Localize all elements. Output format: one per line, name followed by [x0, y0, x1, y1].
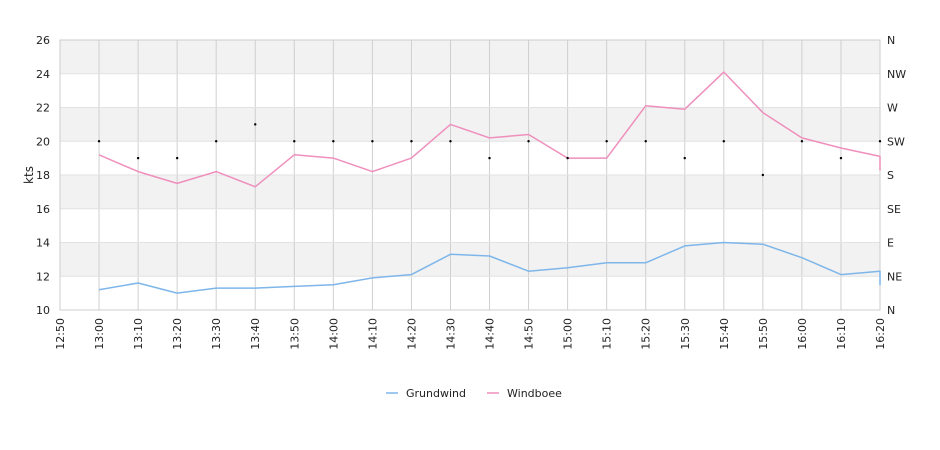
x-tick-label: 14:30 [444, 318, 457, 350]
plot-band [60, 141, 880, 175]
y2-tick-label: SW [887, 135, 905, 148]
legend: Grundwind Windboee [386, 387, 562, 400]
y2-tick-label: N [887, 304, 895, 317]
plot-band [60, 208, 880, 243]
y-axis-ticks: 10 12 14 16 18 20 22 24 26 [36, 34, 50, 317]
x-tick-label: 16:20 [874, 318, 887, 350]
direction-marker [527, 140, 530, 143]
direction-marker [254, 123, 257, 126]
x-tick-label: 15:50 [757, 318, 770, 350]
x-tick-label: 12:50 [54, 318, 67, 350]
plot-band [60, 242, 880, 277]
x-tick-label: 13:10 [132, 318, 145, 350]
x-tick-label: 16:10 [835, 318, 848, 350]
x-tick-label: 14:00 [327, 318, 340, 350]
x-tick-label: 16:00 [796, 318, 809, 350]
direction-marker [410, 140, 413, 143]
direction-marker [488, 156, 491, 160]
plot-background-bands [60, 40, 880, 310]
y2-tick-label: SE [887, 203, 901, 216]
y2-tick-label: W [887, 102, 898, 115]
y-tick-label: 24 [36, 68, 50, 81]
legend-label: Windboee [507, 387, 562, 400]
direction-marker [761, 173, 765, 177]
x-axis-ticks: 12:50 13:00 13:10 13:20 13:30 13:40 13:50 14:00… [54, 318, 887, 350]
y-tick-label: 18 [36, 169, 50, 182]
direction-markers [97, 123, 882, 177]
direction-marker [97, 140, 101, 143]
y-tick-label: 12 [36, 270, 50, 283]
direction-marker [839, 156, 843, 160]
direction-marker [449, 140, 452, 143]
direction-marker [683, 156, 686, 160]
direction-marker [136, 156, 140, 160]
direction-marker [175, 156, 179, 160]
x-tick-label: 15:40 [718, 318, 731, 350]
series-line-windboee [98, 71, 881, 188]
y-tick-label: 10 [36, 304, 50, 317]
plot-band [60, 276, 880, 310]
plot-band [60, 40, 880, 74]
y2-tick-label: NE [887, 270, 902, 283]
y2-tick-label: NW [887, 68, 906, 81]
direction-marker [332, 140, 335, 143]
plot-frame [59, 39, 881, 311]
direction-marker [644, 140, 647, 143]
x-tick-label: 13:30 [210, 318, 223, 350]
x-tick-label: 14:40 [484, 318, 497, 350]
y-tick-label: 20 [36, 135, 50, 148]
x-tick-label: 14:10 [366, 318, 379, 350]
x-tick-label: 13:50 [288, 318, 301, 350]
x-tick-label: 14:50 [523, 318, 536, 350]
y2-axis-direction-ticks: N NE E SE S SW W NW N [887, 34, 906, 317]
series-line-grundwind [98, 241, 881, 294]
legend-label: Grundwind [406, 387, 466, 400]
y-tick-label: 22 [36, 102, 50, 115]
direction-marker [722, 140, 726, 143]
y-tick-label: 26 [36, 34, 50, 47]
y2-tick-label: S [887, 169, 894, 182]
direction-marker [371, 140, 374, 143]
series-lines [98, 71, 881, 294]
direction-marker [800, 140, 804, 143]
x-tick-label: 15:10 [601, 318, 614, 350]
plot-band [60, 73, 880, 108]
x-tick-label: 14:20 [405, 318, 418, 350]
direction-marker [566, 156, 569, 160]
y2-tick-label: N [887, 34, 895, 47]
y-tick-label: 14 [36, 237, 50, 250]
direction-marker [293, 140, 296, 143]
y-axis-label: kts [22, 166, 36, 184]
x-tick-label: 13:00 [93, 318, 106, 350]
plot-band [60, 107, 880, 142]
x-tick-label: 15:30 [679, 318, 692, 350]
x-tick-label: 13:40 [249, 318, 262, 350]
plot-band [60, 175, 880, 209]
direction-marker [605, 140, 608, 143]
y-tick-label: 16 [36, 203, 50, 216]
direction-marker [878, 140, 882, 143]
y2-tick-label: E [887, 237, 894, 250]
x-tick-label: 13:20 [171, 318, 184, 350]
direction-marker [214, 140, 218, 143]
x-tick-label: 15:00 [562, 318, 575, 350]
x-tick-label: 15:20 [640, 318, 653, 350]
